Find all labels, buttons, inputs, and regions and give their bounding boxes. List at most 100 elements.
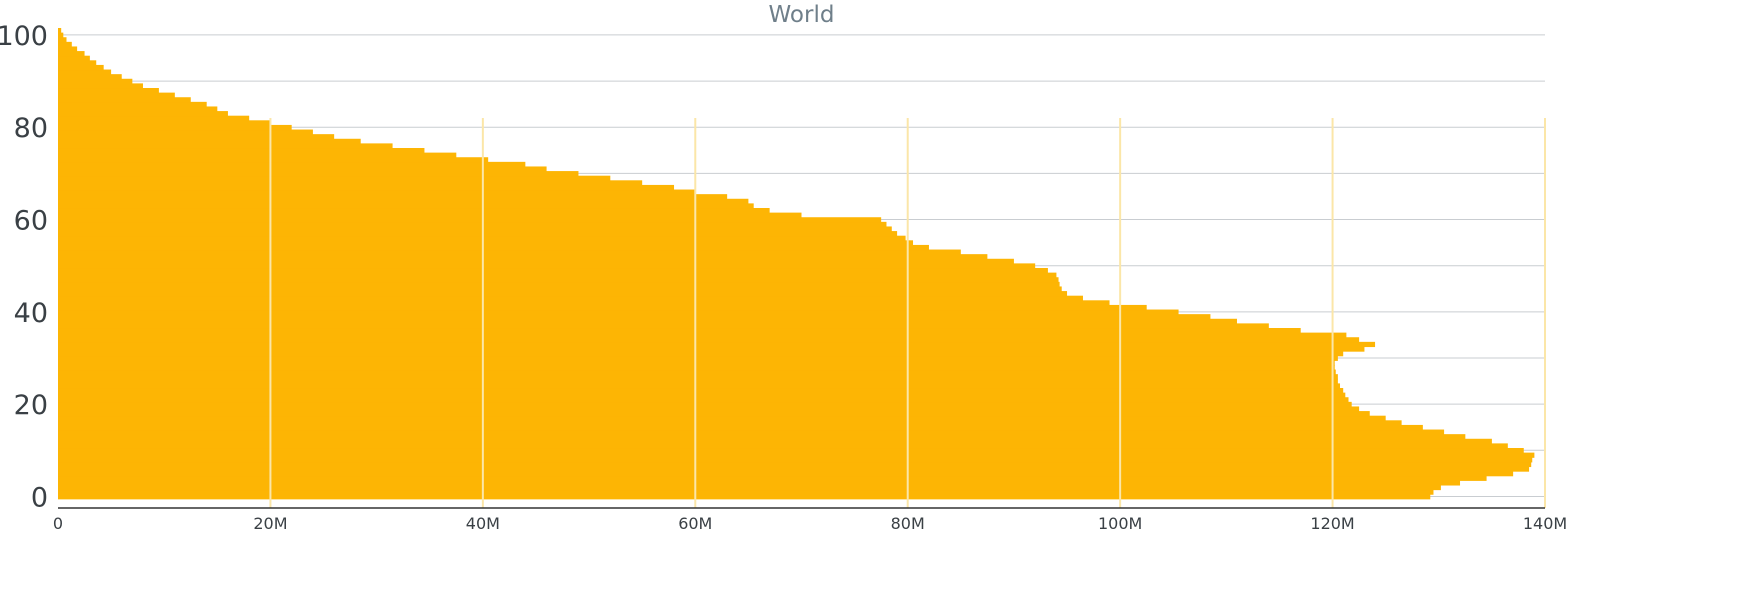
x-tick-label-60M: 60M xyxy=(678,514,712,533)
bar-age-52 xyxy=(58,254,988,260)
bar-age-30 xyxy=(58,355,1338,361)
bar-age-48 xyxy=(58,272,1057,278)
bar-age-47 xyxy=(58,277,1059,283)
bar-age-70 xyxy=(58,171,579,177)
y-tick-label-0: 0 xyxy=(31,482,48,513)
bar-age-8 xyxy=(58,457,1533,463)
bar-age-93 xyxy=(58,64,104,71)
bar-age-98 xyxy=(58,41,72,48)
bar-age-80 xyxy=(58,124,292,131)
bar-age-81 xyxy=(58,120,271,126)
bar-age-41 xyxy=(58,304,1147,311)
bar-age-58 xyxy=(58,226,892,232)
bar-age-15 xyxy=(58,424,1423,431)
bar-age-66 xyxy=(58,189,696,195)
bar-age-60 xyxy=(58,217,882,223)
bar-age-2 xyxy=(58,484,1441,491)
bar-age-69 xyxy=(58,175,611,181)
bar-age-19 xyxy=(58,406,1360,412)
bar-age-64 xyxy=(58,198,749,204)
bar-age-50 xyxy=(58,263,1036,269)
bar-age-28 xyxy=(58,364,1335,371)
x-tick-label-80M: 80M xyxy=(891,514,925,533)
x-tick-label-100M: 100M xyxy=(1098,514,1142,533)
age-bars xyxy=(58,28,1535,500)
bar-age-42 xyxy=(58,300,1110,306)
bar-age-68 xyxy=(58,180,643,186)
bar-age-65 xyxy=(58,194,728,200)
bar-age-23 xyxy=(58,388,1344,394)
bar-age-36 xyxy=(58,328,1301,334)
bar-age-99 xyxy=(58,37,67,43)
bar-age-20 xyxy=(58,401,1352,408)
bar-age-17 xyxy=(58,415,1386,421)
bar-age-85 xyxy=(58,101,207,108)
chart-title: World xyxy=(769,2,835,28)
bar-age-51 xyxy=(58,258,1014,264)
bar-age-0 xyxy=(58,494,1431,500)
bar-age-11 xyxy=(58,443,1508,449)
bar-age-26 xyxy=(58,374,1338,380)
x-tick-label-140M: 140M xyxy=(1523,514,1567,533)
bar-age-71 xyxy=(58,166,547,172)
bar-age-90 xyxy=(58,78,133,84)
bar-age-13 xyxy=(58,434,1466,440)
y-tick-label-60: 60 xyxy=(14,206,48,237)
bar-age-97 xyxy=(58,46,78,52)
x-tick-label-120M: 120M xyxy=(1310,514,1354,533)
bar-age-83 xyxy=(58,111,228,117)
x-tick-label-20M: 20M xyxy=(253,514,287,533)
bar-age-45 xyxy=(58,286,1062,292)
bar-age-77 xyxy=(58,138,361,144)
bar-age-24 xyxy=(58,383,1341,389)
bar-age-43 xyxy=(58,295,1083,301)
bar-age-16 xyxy=(58,420,1402,426)
bar-age-75 xyxy=(58,148,425,154)
y-tick-label-40: 40 xyxy=(14,298,48,329)
bar-age-59 xyxy=(58,221,887,228)
bar-age-27 xyxy=(58,369,1336,375)
x-axis-tick-labels: 0 20M 40M 60M 80M 100M 120M 140M xyxy=(53,514,1567,533)
bar-age-67 xyxy=(58,184,675,191)
bar-age-100 xyxy=(58,32,64,38)
bar-age-73 xyxy=(58,157,489,163)
bar-age-9 xyxy=(58,452,1535,458)
bar-age-74 xyxy=(58,152,457,158)
bar-age-88 xyxy=(58,88,159,94)
bar-age-35 xyxy=(58,332,1347,338)
bar-age-79 xyxy=(58,129,313,135)
bar-age-89 xyxy=(58,83,143,89)
bar-age-101 xyxy=(58,28,62,34)
bar-age-7 xyxy=(58,461,1532,468)
bar-age-5 xyxy=(58,471,1514,477)
y-tick-label-20: 20 xyxy=(14,390,48,421)
bar-age-95 xyxy=(58,55,90,61)
bar-age-61 xyxy=(58,212,802,218)
bar-age-6 xyxy=(58,466,1530,472)
vertical-tick-lines xyxy=(269,118,1546,508)
bar-age-22 xyxy=(58,392,1346,398)
bar-age-1 xyxy=(58,489,1434,495)
y-axis-tick-labels: 0 20 40 60 80 100 xyxy=(0,21,48,514)
x-tick-label-0: 0 xyxy=(53,514,63,533)
bar-age-53 xyxy=(58,249,961,255)
bar-age-25 xyxy=(58,378,1338,384)
bar-age-32 xyxy=(58,346,1365,352)
bar-age-91 xyxy=(58,74,122,80)
bar-age-72 xyxy=(58,161,526,168)
bar-age-62 xyxy=(58,208,770,214)
y-tick-label-80: 80 xyxy=(14,113,48,144)
bar-age-63 xyxy=(58,203,754,209)
bar-age-94 xyxy=(58,60,97,66)
x-tick-label-40M: 40M xyxy=(466,514,500,533)
y-tick-label-100: 100 xyxy=(0,21,48,52)
bar-age-14 xyxy=(58,429,1445,435)
bar-age-29 xyxy=(58,360,1335,366)
bar-age-76 xyxy=(58,143,393,149)
bar-age-96 xyxy=(58,51,85,57)
bar-age-57 xyxy=(58,231,898,237)
bar-age-49 xyxy=(58,268,1048,274)
bar-age-44 xyxy=(58,291,1068,297)
bar-age-12 xyxy=(58,438,1492,444)
